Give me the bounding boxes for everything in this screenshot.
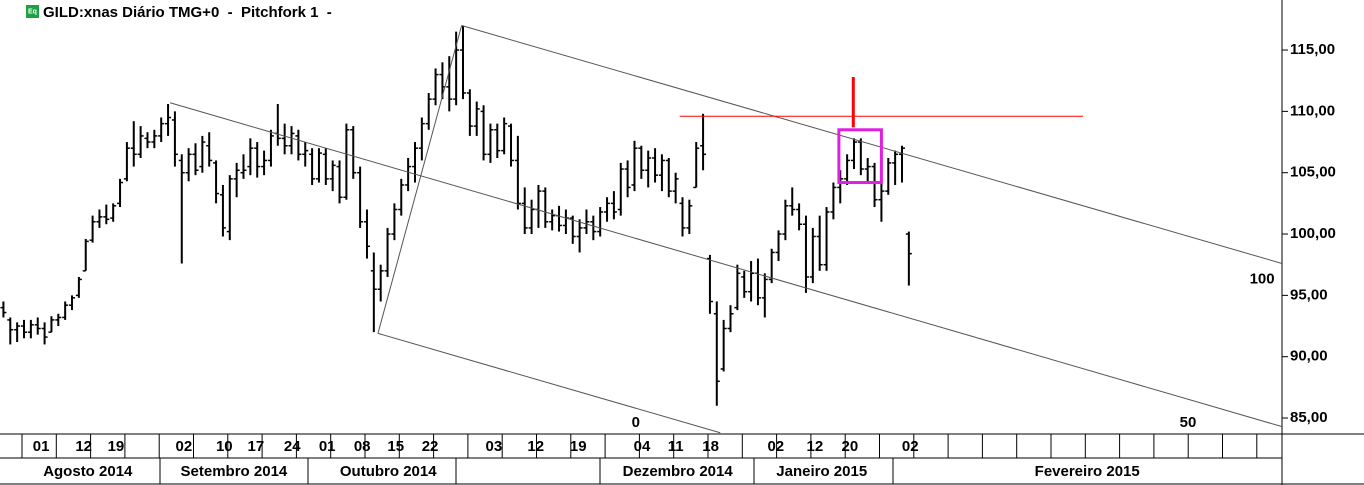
x-tick-label: 02 <box>175 438 192 455</box>
month-label: Setembro 2014 <box>181 463 288 480</box>
x-tick-label: 01 <box>319 438 336 455</box>
x-tick-label: 20 <box>842 438 859 455</box>
month-label: Janeiro 2015 <box>776 463 867 480</box>
month-label: Agosto 2014 <box>43 463 133 480</box>
x-tick-label: 11 <box>668 438 684 455</box>
x-tick-label: 17 <box>248 438 265 455</box>
y-tick-label: 85,00 <box>1290 409 1328 426</box>
week-separators <box>21 434 1258 458</box>
x-tick-label: 22 <box>422 438 439 455</box>
x-tick-label: 02 <box>767 438 784 455</box>
x-tick-label: 19 <box>570 438 587 455</box>
x-tick-label: 12 <box>807 438 824 455</box>
annotation: 0 <box>632 414 640 431</box>
annotation: 50 <box>1180 414 1197 431</box>
y-tick-label: 100,00 <box>1290 225 1336 242</box>
x-tick-label: 02 <box>902 438 919 455</box>
month-label: Dezembro 2014 <box>623 463 734 480</box>
month-label: Fevereiro 2015 <box>1035 463 1140 480</box>
y-tick-label: 90,00 <box>1290 348 1328 365</box>
x-tick-label: 12 <box>527 438 544 455</box>
x-tick-label: 18 <box>702 438 719 455</box>
month-label: Outubro 2014 <box>340 463 437 480</box>
overlay-line <box>461 25 1283 264</box>
icon-label: Eq <box>28 8 37 15</box>
x-tick-label: 10 <box>216 438 233 455</box>
x-tick-label: 08 <box>354 438 371 455</box>
y-tick-label: 95,00 <box>1290 286 1328 303</box>
x-tick-label: 01 <box>33 438 50 455</box>
x-tick-label: 15 <box>387 438 404 455</box>
y-tick-label: 115,00 <box>1290 41 1335 58</box>
y-tick-label: 105,00 <box>1290 164 1336 181</box>
chart-title: GILD:xnas Diário TMG+0 - Pitchfork 1 - <box>43 4 332 21</box>
month-separators <box>159 458 894 484</box>
overlay-line <box>377 332 721 434</box>
icon <box>26 5 39 18</box>
x-tick-label: 24 <box>284 438 301 455</box>
x-tick-label: 04 <box>634 438 651 455</box>
overlay-rect <box>837 128 883 185</box>
y-tick-label: 110,00 <box>1290 102 1335 119</box>
overlay-line <box>169 102 1283 428</box>
x-tick-label: 03 <box>486 438 503 455</box>
x-tick-label: 19 <box>108 438 125 455</box>
x-tick-label: 12 <box>75 438 92 455</box>
annotation: 100 <box>1250 270 1275 287</box>
overlay-line <box>377 25 463 334</box>
